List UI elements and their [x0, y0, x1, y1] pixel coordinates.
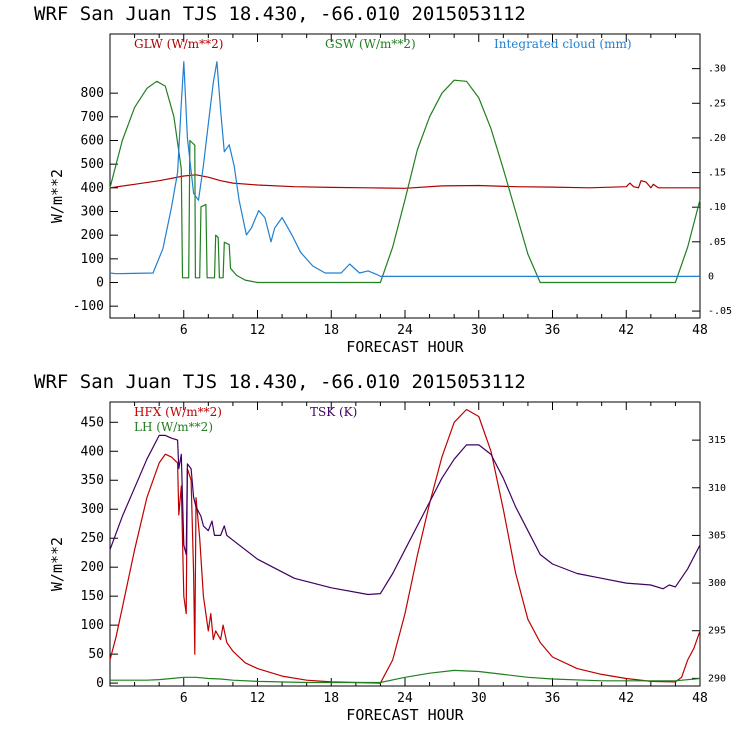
- chart2-y-tick-label: 450: [81, 415, 104, 430]
- chart2-x-tick-label: 18: [323, 691, 339, 706]
- chart2-y2-tick-label: 310: [708, 483, 726, 494]
- chart1-x-tick-label: 36: [545, 323, 561, 338]
- chart1-x-tick-label: 18: [323, 323, 339, 338]
- chart1-legend-entry-1: GLW (W/m**2): [134, 37, 223, 51]
- chart2-x-axis-label: FORECAST HOUR: [346, 706, 464, 724]
- chart1-x-tick-label: 42: [618, 323, 634, 338]
- chart1-x-tick-label: 24: [397, 323, 413, 338]
- chart1-y-tick-label: 700: [81, 110, 104, 125]
- chart2-x-tick-label: 36: [545, 691, 561, 706]
- chart1-plot-frame: [109, 33, 701, 319]
- chart1-y2-tick-label: 0: [708, 271, 714, 282]
- chart2-legend-entry-3: TSK (K): [310, 405, 357, 419]
- chart2-y-tick-label: 50: [88, 647, 104, 662]
- chart2-series-line-2: [110, 669, 701, 684]
- chart1-y2-tick-label: .15: [708, 168, 726, 179]
- chart1-legend-entry-3: Integrated cloud (mm): [494, 37, 632, 51]
- chart2-y-tick-label: 300: [81, 502, 104, 517]
- chart1-y-axis-label: W/m**2: [48, 169, 66, 223]
- chart2-series-line-1: [109, 408, 701, 684]
- chart1-y-tick-label: -100: [73, 299, 104, 314]
- chart1-y2-tick-label: .05: [708, 237, 726, 248]
- chart2-x-tick-label: 12: [250, 691, 266, 706]
- chart1-x-tick-label: 30: [471, 323, 487, 338]
- chart2-x-tick-label: 30: [471, 691, 487, 706]
- chart2-y2-tick-label: 295: [708, 626, 726, 637]
- chart2-y2-tick-label: 300: [708, 578, 726, 589]
- chart1-y2-tick-label: .10: [708, 202, 726, 213]
- chart1-y-tick-label: 100: [81, 252, 104, 267]
- chart2-y-tick-label: 350: [81, 473, 104, 488]
- chart2-y2-tick-label: 315: [708, 435, 726, 446]
- chart1-legend-entry-2: GSW (W/m**2): [325, 37, 416, 51]
- chart2-y-tick-label: 400: [81, 444, 104, 459]
- chart2-series-line-3: [109, 434, 701, 596]
- chart2-x-tick-label: 42: [618, 691, 634, 706]
- chart1-title: WRF San Juan TJS 18.430, -66.010 2015053…: [34, 3, 526, 25]
- chart2-y2-tick-label: 290: [708, 673, 726, 684]
- chart1-y-tick-label: 800: [81, 86, 104, 101]
- chart2-legend-entry-2: LH (W/m**2): [134, 420, 213, 434]
- chart1-y-tick-label: 300: [81, 205, 104, 220]
- chart1-y2-tick-label: .30: [708, 64, 726, 75]
- chart2-x-tick-label: 48: [692, 691, 708, 706]
- chart1-x-axis-label: FORECAST HOUR: [346, 338, 464, 356]
- chart2-y-axis-label: W/m**2: [48, 537, 66, 591]
- chart1-series-line-3: [109, 61, 700, 277]
- chart2-x-tick-label: 6: [180, 691, 188, 706]
- chart1-y-tick-label: 0: [96, 276, 104, 291]
- chart1-y-tick-label: 200: [81, 228, 104, 243]
- chart1-y2-tick-label: .25: [708, 98, 726, 109]
- chart2-legend-entry-1: HFX (W/m**2): [134, 405, 222, 419]
- chart2-y-tick-label: 0: [96, 676, 104, 691]
- chart2-y-tick-label: 100: [81, 618, 104, 633]
- chart1-y2-tick-label: .20: [708, 133, 726, 144]
- chart1-x-tick-label: 48: [692, 323, 708, 338]
- chart2-plot-frame: [109, 401, 701, 687]
- chart2-y2-tick-label: 305: [708, 530, 726, 541]
- chart1-x-tick-label: 6: [180, 323, 188, 338]
- chart1-y-tick-label: 400: [81, 181, 104, 196]
- chart2-y-tick-label: 250: [81, 531, 104, 546]
- chart2-x-tick-label: 24: [397, 691, 413, 706]
- chart1-y-tick-label: 600: [81, 134, 104, 149]
- chart2-title: WRF San Juan TJS 18.430, -66.010 2015053…: [34, 371, 526, 393]
- chart2-y-tick-label: 200: [81, 560, 104, 575]
- chart1-y2-tick-label: -.05: [708, 306, 732, 317]
- chart2-y-tick-label: 150: [81, 589, 104, 604]
- chart1-y-tick-label: 500: [81, 157, 104, 172]
- chart1-series-line-1: [109, 174, 700, 189]
- chart1-x-tick-label: 12: [250, 323, 266, 338]
- chart1-series-line-2: [109, 79, 701, 284]
